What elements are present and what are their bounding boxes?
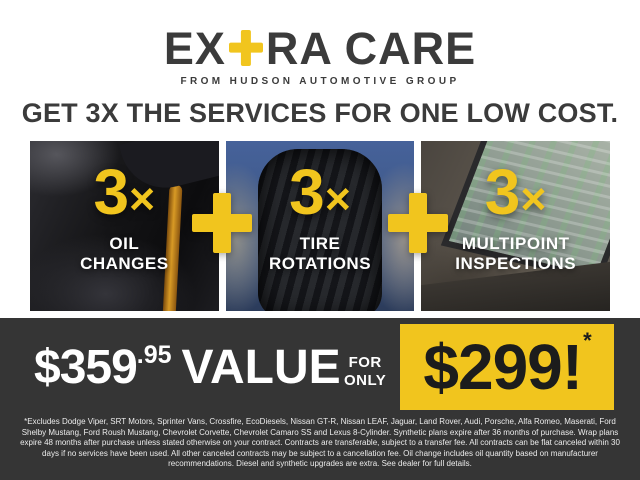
- headline: GET 3X THE SERVICES FOR ONE LOW COST.: [21, 98, 619, 128]
- value-cents: .95: [136, 341, 172, 369]
- service-label: MULTIPOINT INSPECTIONS: [455, 233, 577, 273]
- sale-price-box: $299! *: [400, 324, 614, 410]
- multiplier-3x: 3×: [93, 155, 156, 228]
- offer-band: $359.95 VALUE FOR ONLY $299! * *Excludes D…: [0, 318, 640, 480]
- tire-rotation-photo: [225, 140, 415, 311]
- panel-content: 3× TIRE ROTATIONS: [226, 141, 415, 311]
- plus-icon: [229, 30, 263, 66]
- panel-content: 3× MULTIPOINT INSPECTIONS: [421, 141, 610, 311]
- value-word: VALUE: [181, 341, 341, 394]
- service-panels: 3× OIL CHANGES 3× TIRE ROTATIONS 3× MULT…: [30, 140, 611, 311]
- logo-row: EX RA CARE: [0, 26, 640, 71]
- logo-text-left: EX: [163, 23, 226, 74]
- oil-change-photo: [30, 140, 219, 311]
- brand-tagline: FROM HUDSON AUTOMOTIVE GROUP: [180, 76, 460, 87]
- service-panel-tire-rotations: 3× TIRE ROTATIONS: [225, 140, 415, 311]
- for-only-label: FOR ONLY: [344, 354, 387, 389]
- panel-content: 3× OIL CHANGES: [30, 141, 219, 311]
- plus-icon: [192, 193, 252, 253]
- service-label: OIL CHANGES: [80, 233, 169, 273]
- service-panel-oil-changes: 3× OIL CHANGES: [30, 140, 219, 311]
- sale-price: $299!: [423, 331, 583, 403]
- brand-logo: EX RA CARE FROM HUDSON AUTOMOTIVE GROUP: [0, 0, 640, 87]
- footnote-asterisk: *: [583, 328, 592, 353]
- logo-text-right: RA CARE: [265, 23, 477, 74]
- service-label: TIRE ROTATIONS: [268, 233, 372, 273]
- multiplier-3x: 3×: [289, 155, 351, 228]
- service-panel-multipoint-inspections: 3× MULTIPOINT INSPECTIONS: [421, 140, 611, 311]
- multiplier-3x: 3×: [484, 155, 547, 228]
- value-amount: $359: [34, 341, 138, 394]
- plus-icon: [388, 193, 448, 253]
- disclaimer-text: *Excludes Dodge Viper, SRT Motors, Sprin…: [20, 417, 620, 469]
- multipoint-inspection-photo: [421, 140, 611, 311]
- value-price: $359.95 VALUE: [34, 340, 341, 395]
